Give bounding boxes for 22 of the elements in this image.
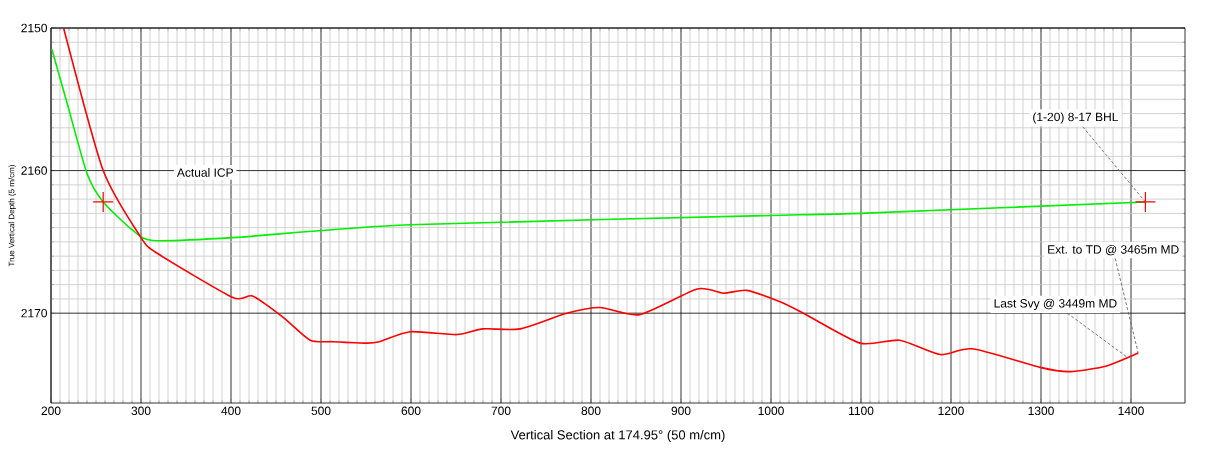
x-tick-label: 900 (671, 406, 691, 416)
annotation: Actual ICP (176, 167, 233, 177)
x-tick-label: 800 (581, 406, 601, 416)
x-tick-label: 1200 (938, 406, 964, 416)
annotation: (1-20) 8-17 BHL (1033, 112, 1118, 124)
x-tick-label: 200 (41, 406, 61, 416)
x-tick-label: 1000 (758, 406, 784, 416)
x-axis-title: Vertical Section at 174.95° (50 m/cm) (510, 429, 725, 443)
annotation: Last Svy @ 3449m MD (994, 298, 1117, 310)
x-tick-label: 500 (311, 406, 331, 416)
y-tick-label: 2150 (21, 23, 48, 33)
x-tick-label: 1400 (1118, 406, 1144, 416)
annotation: Ext. to TD @ 3465m MD (1048, 244, 1179, 256)
x-tick-label: 1300 (1028, 406, 1054, 416)
x-tick-label: 400 (221, 406, 241, 416)
x-tick-label: 600 (401, 406, 421, 416)
y-tick-label: 2170 (21, 308, 48, 318)
x-tick-label: 1100 (849, 406, 874, 416)
y-axis-title: True Vertical Depth (5 m/cm) (8, 165, 16, 267)
y-tick-label: 2160 (21, 166, 48, 175)
x-tick-label: 300 (131, 406, 151, 416)
x-tick-label: 700 (491, 406, 511, 416)
